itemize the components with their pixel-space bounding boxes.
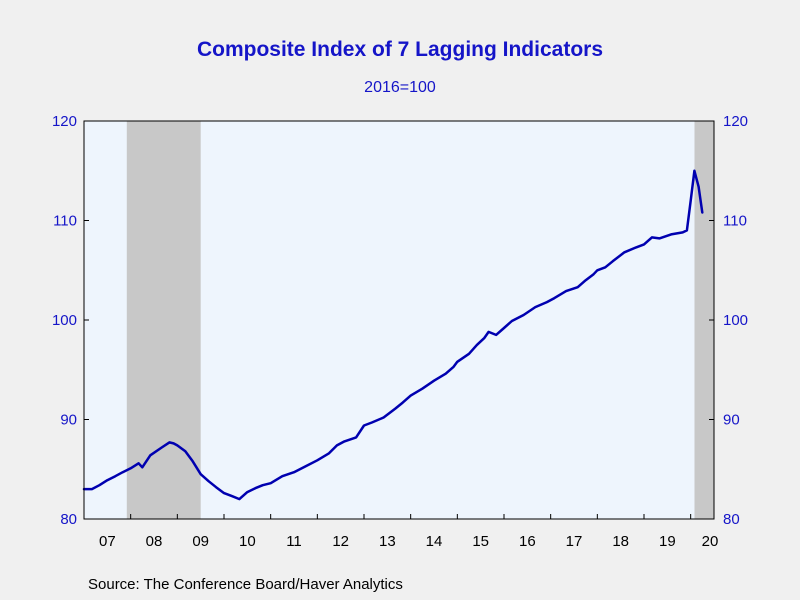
y-tick-label-right: 120 [723, 113, 748, 130]
y-tick-label-left: 120 [52, 113, 77, 130]
x-tick-label: 08 [146, 533, 163, 550]
chart-title: Composite Index of 7 Lagging Indicators [196, 38, 604, 61]
x-tick-label: 13 [379, 533, 396, 550]
x-tick-label: 18 [612, 533, 629, 550]
x-tick-label: 12 [332, 533, 349, 550]
y-tick-label-right: 90 [723, 412, 740, 429]
x-tick-label: 10 [239, 533, 256, 550]
y-tick-label-left: 100 [52, 312, 77, 329]
y-tick-label-left: 80 [60, 511, 77, 528]
x-tick-label: 19 [659, 533, 676, 550]
chart-subtitle: 2016=100 [364, 79, 436, 96]
line-layer [82, 169, 704, 501]
x-tick-label: 16 [519, 533, 536, 550]
x-tick-label: 07 [99, 533, 116, 550]
x-tick-label: 15 [472, 533, 489, 550]
y-tick-label-right: 110 [723, 213, 747, 230]
x-tick-label: 14 [426, 533, 443, 550]
x-tick-label: 11 [286, 533, 302, 550]
y-tick-label-right: 100 [723, 312, 748, 329]
x-tick-label: 20 [702, 533, 719, 550]
recession-band-1 [126, 121, 201, 519]
y-tick-label-left: 110 [53, 213, 77, 230]
series-line-1 [82, 169, 704, 501]
y-axis-ticks: 80 80 90 90 100 100 110 110 120 120 [52, 113, 748, 528]
x-axis-ticks: 07 08 09 10 11 12 13 14 15 16 17 18 19 20 [83, 514, 719, 550]
x-tick-label: 09 [192, 533, 209, 550]
y-tick-label-right: 80 [723, 511, 740, 528]
x-tick-label: 17 [566, 533, 583, 550]
chart-source: Source: The Conference Board/Haver Analy… [88, 576, 403, 593]
y-tick-label-left: 90 [60, 412, 77, 429]
